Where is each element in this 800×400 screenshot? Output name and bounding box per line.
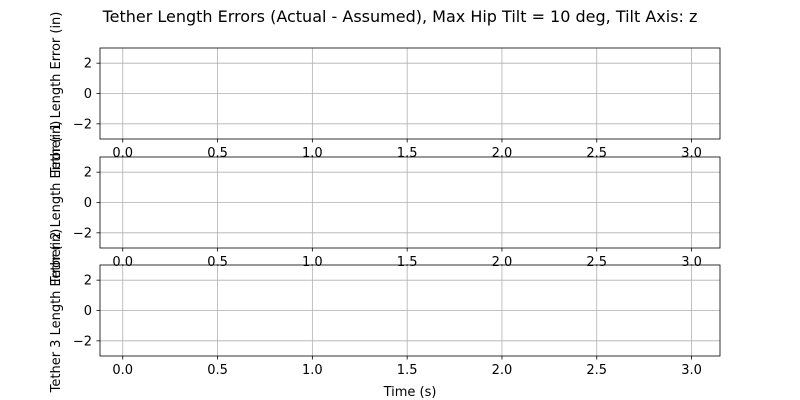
x-tick-label: 1.0	[302, 363, 323, 378]
x-axis-label: Time (s)	[383, 385, 437, 400]
subplots-group: 0.0 0.5 1.0 1.5 2.0 2.5 3.0 2 0 −2 Tether 1 Length…	[49, 12, 721, 400]
x-tick-label: 1.5	[397, 255, 418, 270]
x-tick-label: 2.5	[586, 255, 607, 270]
y-axis-label: Tether 2 Length Error (in)	[49, 121, 64, 286]
x-tick-label: 3.0	[681, 363, 702, 378]
x-tick-label: 2.0	[492, 363, 513, 378]
y-tick-label: 0	[84, 87, 92, 102]
y-axis-label: Tether 3 Length Error (in)	[49, 229, 64, 394]
y-tick-label: 0	[84, 196, 92, 211]
x-tick-label: 0.5	[207, 255, 228, 270]
x-tick-label: 0.5	[207, 363, 228, 378]
x-tick-label: 2.5	[586, 363, 607, 378]
x-tick-label: 1.0	[302, 255, 323, 270]
subplot-3: 0.0 0.5 1.0 1.5 2.0 2.5 3.0 2 0 −2 Tether 3 Length…	[49, 229, 721, 400]
y-tick-label: −2	[73, 226, 92, 241]
chart-title: Tether Length Errors (Actual - Assumed),…	[102, 7, 698, 26]
y-tick-label: 2	[84, 274, 92, 289]
y-tick-label: −2	[73, 334, 92, 349]
subplot-2: 0.0 0.5 1.0 1.5 2.0 2.5 3.0 2 0 −2 Tether 2 Length…	[49, 121, 721, 286]
x-tick-label: 0.0	[112, 363, 133, 378]
x-tick-label: 1.5	[397, 363, 418, 378]
x-tick-label: 3.0	[681, 255, 702, 270]
y-tick-label: 0	[84, 304, 92, 319]
y-tick-label: 2	[84, 166, 92, 181]
y-tick-label: 2	[84, 57, 92, 72]
x-tick-label: 0.0	[112, 255, 133, 270]
y-axis-label: Tether 1 Length Error (in)	[49, 12, 64, 177]
x-tick-label: 2.0	[492, 255, 513, 270]
y-tick-label: −2	[73, 117, 92, 132]
